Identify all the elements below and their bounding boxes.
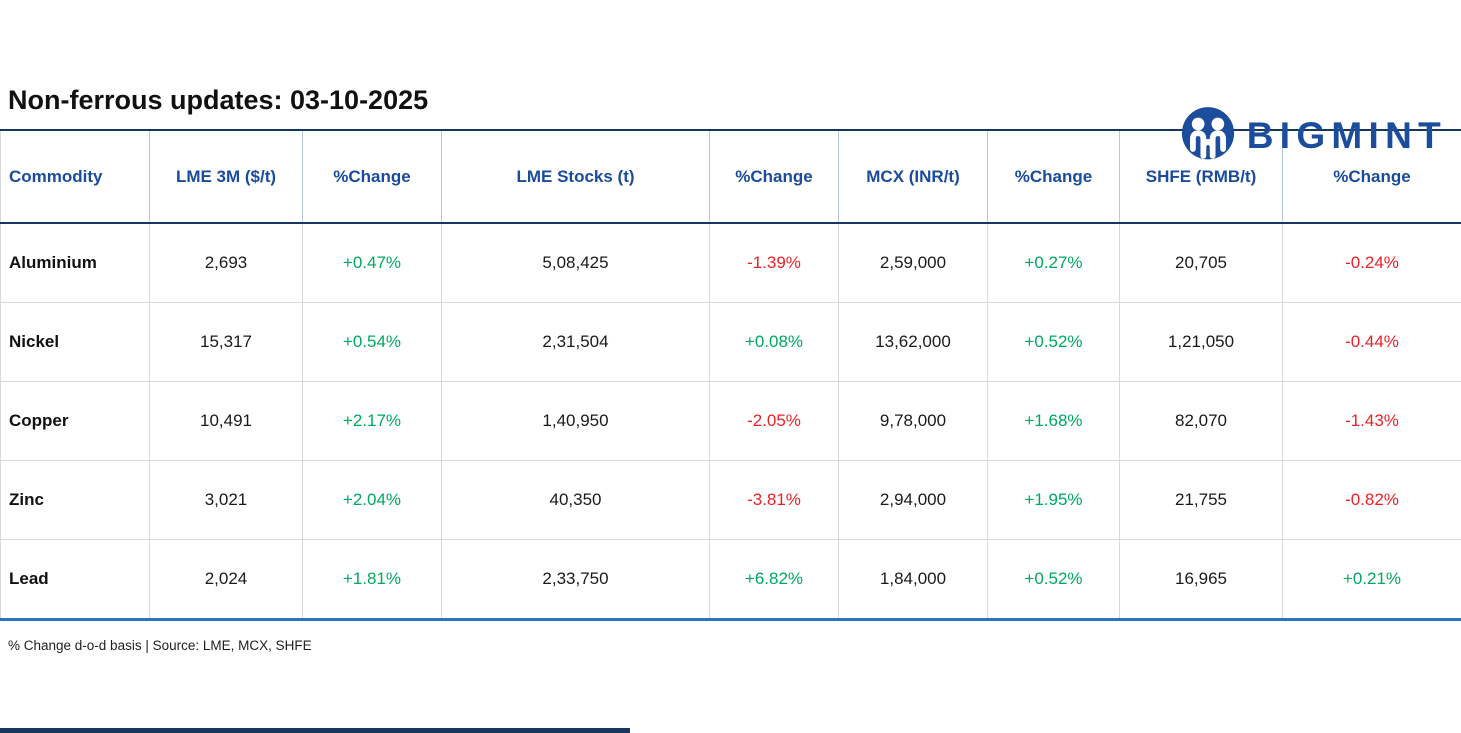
col-header-lme-stocks-change: %Change [710,130,839,223]
lme-3m-cell: 2,693 [150,223,303,303]
mcx-change-cell: +0.52% [988,540,1120,620]
shfe-change-cell: -0.82% [1283,461,1461,540]
shfe-change-cell: +0.21% [1283,540,1461,620]
table-row-aluminium: Aluminium 2,693 +0.47% 5,08,425 -1.39% 2… [1,223,1461,303]
lme-stocks-change-cell: -1.39% [710,223,839,303]
lme-3m-cell: 2,024 [150,540,303,620]
col-header-mcx: MCX (INR/t) [839,130,988,223]
col-header-lme-3m-change: %Change [303,130,442,223]
commodity-cell: Aluminium [1,223,150,303]
non-ferrous-table: Commodity LME 3M ($/t) %Change LME Stock… [0,129,1461,621]
bigmint-logo-icon [1179,106,1237,164]
lme-3m-change-cell: +0.54% [303,303,442,382]
lme-stocks-cell: 1,40,950 [442,382,710,461]
source-footnote: % Change d-o-d basis | Source: LME, MCX,… [8,638,1461,653]
table-row-zinc: Zinc 3,021 +2.04% 40,350 -3.81% 2,94,000… [1,461,1461,540]
lme-stocks-change-cell: -2.05% [710,382,839,461]
commodity-cell: Zinc [1,461,150,540]
table-row-lead: Lead 2,024 +1.81% 2,33,750 +6.82% 1,84,0… [1,540,1461,620]
shfe-cell: 21,755 [1120,461,1283,540]
lme-stocks-change-cell: -3.81% [710,461,839,540]
col-header-commodity: Commodity [1,130,150,223]
shfe-cell: 20,705 [1120,223,1283,303]
table-row-nickel: Nickel 15,317 +0.54% 2,31,504 +0.08% 13,… [1,303,1461,382]
shfe-change-cell: -1.43% [1283,382,1461,461]
mcx-cell: 9,78,000 [839,382,988,461]
lme-3m-change-cell: +2.17% [303,382,442,461]
lme-stocks-cell: 2,31,504 [442,303,710,382]
lme-3m-cell: 15,317 [150,303,303,382]
lme-stocks-cell: 5,08,425 [442,223,710,303]
brand-logo: BIGMINT [1179,106,1447,164]
mcx-cell: 1,84,000 [839,540,988,620]
lme-3m-cell: 10,491 [150,382,303,461]
mcx-cell: 2,59,000 [839,223,988,303]
col-header-mcx-change: %Change [988,130,1120,223]
shfe-cell: 16,965 [1120,540,1283,620]
mcx-change-cell: +0.27% [988,223,1120,303]
shfe-cell: 82,070 [1120,382,1283,461]
table-row-copper: Copper 10,491 +2.17% 1,40,950 -2.05% 9,7… [1,382,1461,461]
brand-name: BIGMINT [1247,117,1447,154]
lme-3m-cell: 3,021 [150,461,303,540]
mcx-cell: 2,94,000 [839,461,988,540]
bottom-accent-bar [0,728,630,733]
shfe-change-cell: -0.24% [1283,223,1461,303]
mcx-cell: 13,62,000 [839,303,988,382]
col-header-lme-3m: LME 3M ($/t) [150,130,303,223]
mcx-change-cell: +0.52% [988,303,1120,382]
commodity-cell: Nickel [1,303,150,382]
shfe-cell: 1,21,050 [1120,303,1283,382]
lme-stocks-change-cell: +0.08% [710,303,839,382]
mcx-change-cell: +1.95% [988,461,1120,540]
table-body: Aluminium 2,693 +0.47% 5,08,425 -1.39% 2… [1,223,1461,620]
commodity-cell: Lead [1,540,150,620]
lme-3m-change-cell: +0.47% [303,223,442,303]
lme-stocks-change-cell: +6.82% [710,540,839,620]
lme-stocks-cell: 2,33,750 [442,540,710,620]
lme-3m-change-cell: +2.04% [303,461,442,540]
commodity-cell: Copper [1,382,150,461]
lme-stocks-cell: 40,350 [442,461,710,540]
mcx-change-cell: +1.68% [988,382,1120,461]
shfe-change-cell: -0.44% [1283,303,1461,382]
col-header-lme-stocks: LME Stocks (t) [442,130,710,223]
lme-3m-change-cell: +1.81% [303,540,442,620]
